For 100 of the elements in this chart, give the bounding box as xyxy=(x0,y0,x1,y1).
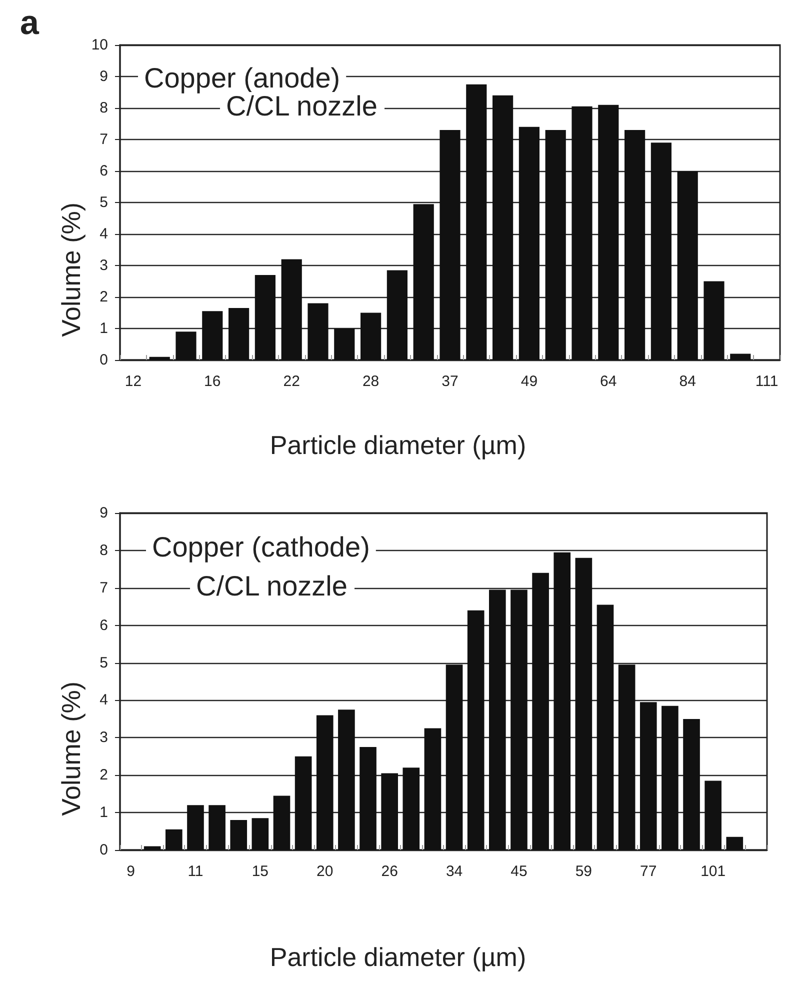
bar xyxy=(202,311,223,360)
y-tick-label: 1 xyxy=(100,804,108,822)
y-tick-label: 7 xyxy=(100,131,108,148)
bar xyxy=(308,303,328,360)
bar xyxy=(413,204,434,360)
x-tick-label: 12 xyxy=(124,373,142,390)
bar xyxy=(166,829,182,850)
x-tick-label: 34 xyxy=(446,863,463,880)
bar xyxy=(510,590,528,850)
y-tick-label: 8 xyxy=(100,542,108,559)
bar xyxy=(572,106,592,360)
bar xyxy=(360,747,376,850)
bar xyxy=(575,558,592,850)
annotation: Copper (anode) xyxy=(144,62,340,94)
x-tick-label: 84 xyxy=(679,373,696,390)
bar xyxy=(386,270,408,360)
y-tick-label: 9 xyxy=(100,68,108,85)
x-tick-label: 77 xyxy=(640,863,657,880)
x-axis-title: Particle diameter (µm) xyxy=(270,430,526,460)
annotation: C/CL nozzle xyxy=(226,90,378,122)
bar xyxy=(281,259,302,360)
bar xyxy=(532,572,549,850)
y-tick-label: 3 xyxy=(100,257,108,274)
bar xyxy=(381,773,398,850)
y-tick-label: 5 xyxy=(100,194,108,211)
x-tick-label: 11 xyxy=(188,863,204,880)
bar xyxy=(334,328,355,360)
bar xyxy=(273,796,290,850)
y-tick-label: 4 xyxy=(100,226,108,242)
bar xyxy=(338,710,355,850)
bar xyxy=(726,836,744,850)
y-tick-label: 3 xyxy=(100,729,108,746)
x-tick-label: 45 xyxy=(510,863,528,880)
bar xyxy=(176,332,196,360)
y-tick-label: 0 xyxy=(100,352,108,368)
y-tick-label: 6 xyxy=(100,616,108,634)
x-tick-label: 15 xyxy=(252,863,269,880)
bar xyxy=(144,846,161,850)
bar xyxy=(440,130,460,360)
bar xyxy=(489,590,506,850)
y-tick-label: 2 xyxy=(100,766,108,784)
x-tick-label: 111 xyxy=(755,373,778,390)
bar xyxy=(187,805,204,850)
bar xyxy=(596,604,614,850)
bar xyxy=(683,718,700,850)
bar xyxy=(294,756,312,850)
bar xyxy=(640,702,657,850)
bar xyxy=(446,664,463,850)
x-tick-label: 37 xyxy=(442,373,458,390)
annotation: Copper (cathode) xyxy=(152,532,370,562)
y-tick-label: 1 xyxy=(100,320,108,337)
x-tick-label: 20 xyxy=(316,863,334,880)
x-tick-label: 9 xyxy=(126,863,135,880)
x-tick-label: 101 xyxy=(700,863,726,880)
bar xyxy=(466,84,487,360)
bar xyxy=(254,274,276,360)
bar xyxy=(360,312,382,360)
text: a xyxy=(20,4,40,42)
bar xyxy=(704,780,722,850)
y-axis-title: Volume (%) xyxy=(56,681,86,816)
x-tick-label: 22 xyxy=(283,373,300,390)
bar xyxy=(149,356,170,360)
x-tick-label: 64 xyxy=(600,373,617,390)
bar xyxy=(730,354,751,360)
bar xyxy=(618,664,636,850)
annotation: C/CL nozzle xyxy=(196,570,348,602)
x-tick-label: 49 xyxy=(520,373,538,390)
y-tick-label: 2 xyxy=(100,288,108,306)
y-tick-label: 10 xyxy=(91,36,108,54)
bar xyxy=(402,768,420,850)
bar xyxy=(650,142,672,360)
bar xyxy=(598,104,619,360)
bar xyxy=(624,130,646,360)
bar xyxy=(545,130,566,360)
bar xyxy=(704,281,724,360)
bar xyxy=(518,126,540,360)
bar xyxy=(208,805,226,850)
x-tick-label: 28 xyxy=(362,373,380,390)
bar xyxy=(252,818,269,850)
x-axis-title: Particle diameter (µm) xyxy=(270,942,526,972)
y-tick-label: 9 xyxy=(100,504,108,522)
y-axis-title: Volume (%) xyxy=(56,202,86,337)
bar xyxy=(230,820,248,850)
y-tick-label: 0 xyxy=(100,842,108,858)
bar xyxy=(492,95,514,360)
bar xyxy=(677,171,698,360)
y-tick-label: 6 xyxy=(100,162,108,180)
bar xyxy=(316,715,334,850)
y-tick-label: 7 xyxy=(100,579,108,596)
bar xyxy=(228,308,250,360)
y-tick-label: 8 xyxy=(100,100,108,116)
bar xyxy=(467,610,484,850)
x-tick-label: 16 xyxy=(204,373,221,390)
x-tick-label: 59 xyxy=(575,863,592,880)
bar xyxy=(662,706,678,850)
y-tick-label: 4 xyxy=(100,692,108,709)
y-tick-label: 5 xyxy=(100,654,108,672)
bar xyxy=(424,728,442,850)
bar xyxy=(554,552,571,850)
x-tick-label: 26 xyxy=(381,863,398,880)
